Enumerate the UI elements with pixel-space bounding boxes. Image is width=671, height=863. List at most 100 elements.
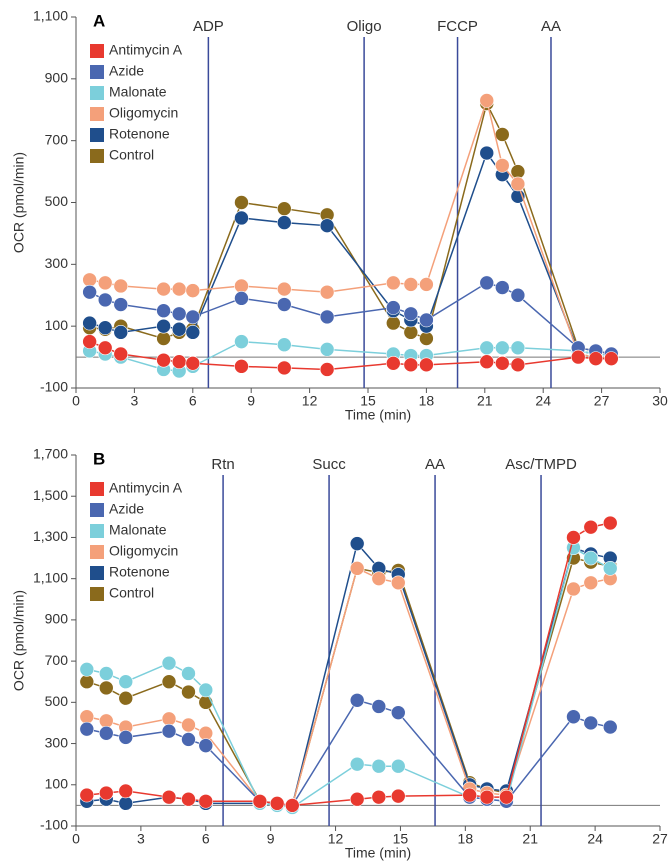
data-point: [371, 571, 387, 586]
data-point: [479, 354, 495, 370]
legend-swatch: [90, 566, 104, 580]
data-point: [79, 662, 95, 677]
data-point: [198, 793, 214, 809]
data-point: [185, 355, 201, 371]
data-point: [462, 787, 477, 803]
data-point: [118, 796, 134, 811]
data-point: [371, 758, 387, 774]
data-point: [113, 297, 129, 312]
data-point: [510, 164, 526, 179]
data-point: [583, 519, 599, 535]
data-point: [156, 303, 171, 319]
x-tick-label: 3: [137, 831, 145, 847]
data-point: [161, 674, 177, 690]
data-point: [566, 709, 581, 725]
legend-label: Malonate: [109, 522, 167, 538]
data-point: [602, 719, 618, 735]
data-point: [98, 725, 114, 741]
legend-swatch: [90, 107, 104, 121]
y-tick-label: 100: [45, 775, 69, 791]
data-point: [234, 334, 249, 349]
data-point: [98, 713, 114, 729]
data-point: [386, 275, 401, 291]
data-point: [583, 715, 599, 731]
y-tick-label: 700: [45, 652, 69, 668]
panel-label: A: [93, 11, 105, 30]
data-point: [234, 195, 249, 210]
legend-label: Malonate: [109, 84, 167, 100]
data-point: [566, 530, 581, 545]
data-point: [276, 360, 292, 376]
data-point: [185, 325, 201, 340]
data-point: [319, 362, 335, 377]
x-tick-label: 21: [522, 831, 538, 847]
data-point: [198, 682, 214, 698]
x-tick-label: 27: [652, 831, 668, 847]
legend-swatch: [90, 524, 104, 538]
legend-label: Rotenone: [109, 564, 170, 580]
x-tick-label: 24: [535, 393, 551, 409]
event-label: AA: [425, 456, 445, 473]
data-point: [234, 210, 249, 226]
legend-label: Azide: [109, 501, 144, 517]
event-label: Rtn: [211, 456, 234, 473]
data-point: [118, 783, 134, 799]
x-tick-label: 18: [458, 831, 474, 847]
legend-label: Rotenone: [109, 126, 170, 142]
y-tick-label: 300: [45, 734, 69, 750]
data-point: [510, 340, 526, 356]
y-tick-label: 1,700: [33, 446, 68, 462]
y-tick-label: -100: [40, 379, 68, 395]
x-tick-label: 18: [419, 393, 435, 409]
data-point: [113, 346, 129, 362]
data-point: [113, 325, 129, 340]
legend-label: Azide: [109, 63, 144, 79]
data-point: [198, 725, 214, 741]
data-point: [419, 312, 434, 328]
data-point: [570, 349, 586, 365]
data-point: [181, 732, 196, 747]
y-tick-label: 300: [45, 255, 69, 271]
data-point: [276, 337, 292, 353]
data-point: [479, 93, 495, 108]
data-point: [161, 789, 177, 805]
data-point: [499, 789, 514, 805]
data-point: [171, 281, 187, 297]
data-point: [276, 281, 292, 297]
data-point: [79, 787, 95, 803]
legend-swatch: [90, 545, 104, 559]
legend-label: Antimycin A: [109, 42, 183, 58]
y-axis-label: OCR (pmol/min): [11, 152, 27, 253]
data-point: [403, 306, 419, 322]
panel-label: B: [93, 449, 105, 468]
data-point: [79, 721, 95, 737]
data-point: [479, 145, 495, 161]
data-point: [479, 340, 495, 356]
x-tick-label: 21: [477, 393, 493, 409]
data-point: [602, 561, 618, 576]
data-point: [510, 176, 526, 192]
data-point: [390, 705, 406, 720]
legend-swatch: [90, 86, 104, 100]
data-point: [181, 717, 196, 733]
data-point: [510, 287, 526, 303]
data-point: [118, 730, 134, 745]
data-point: [386, 300, 401, 315]
data-point: [349, 536, 365, 551]
data-point: [495, 158, 510, 173]
data-point: [181, 791, 196, 807]
y-tick-label: -100: [40, 817, 68, 833]
data-point: [185, 283, 201, 298]
event-label: ADP: [193, 18, 224, 35]
data-point: [79, 674, 95, 690]
legend-label: Oligomycin: [109, 105, 178, 121]
x-axis-label: Time (min): [345, 845, 411, 861]
data-point: [403, 357, 419, 373]
data-point: [269, 796, 285, 811]
y-tick-label: 100: [45, 317, 69, 333]
x-tick-label: 6: [189, 393, 197, 409]
data-point: [479, 789, 495, 805]
legend-label: Antimycin A: [109, 480, 183, 496]
x-tick-label: 24: [587, 831, 603, 847]
